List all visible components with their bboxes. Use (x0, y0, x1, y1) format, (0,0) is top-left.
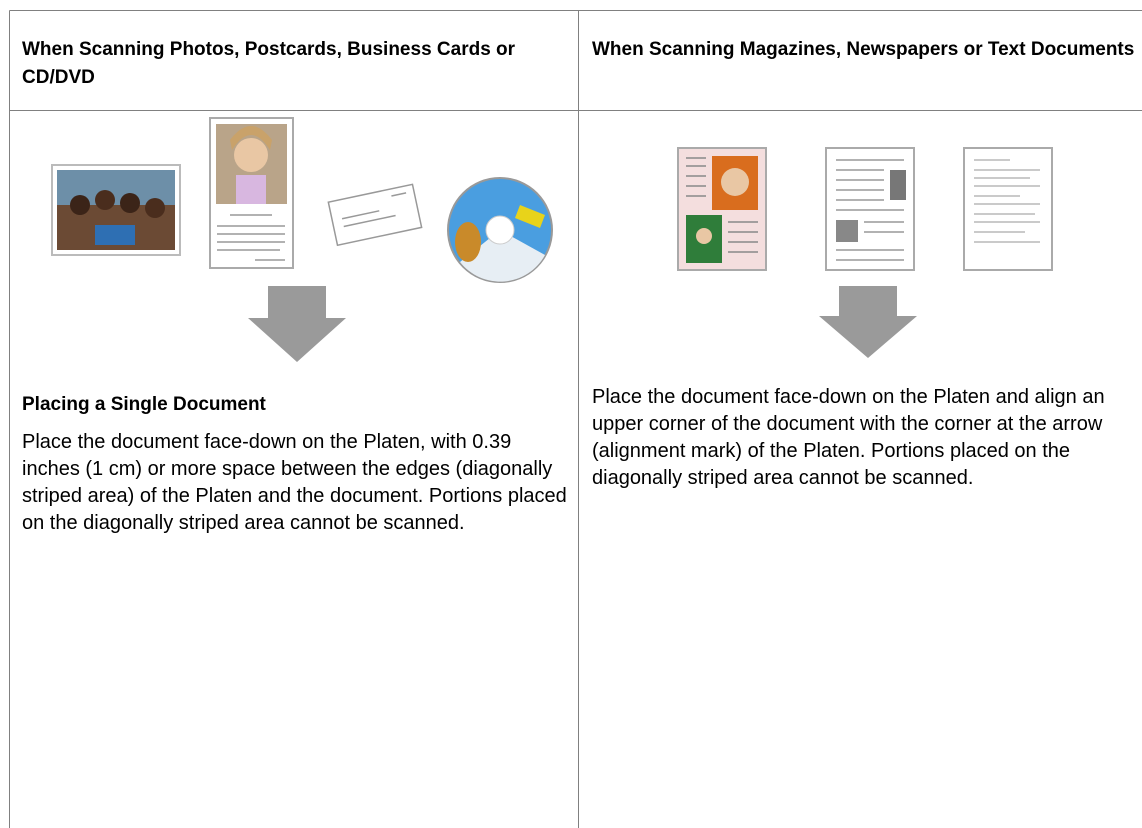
instruction-text: Place the document face-down on the Plat… (592, 386, 1105, 489)
letter-thumbnail (209, 117, 294, 269)
text-document-thumbnail (963, 147, 1053, 271)
newspaper-thumbnail (825, 147, 915, 271)
down-arrow (248, 286, 346, 362)
cd-thumbnail (447, 177, 553, 283)
column-header: When Scanning Photos, Postcards, Busines… (22, 39, 516, 88)
column-header: When Scanning Magazines, Newspapers or T… (592, 39, 1135, 60)
down-arrow (819, 286, 917, 358)
magazine-thumbnail (677, 147, 767, 271)
card-thumbnail (327, 183, 423, 247)
photo-thumbnail (51, 164, 181, 256)
instruction-text: Place the document face-down on the Plat… (22, 431, 567, 534)
section-heading: Placing a Single Document (22, 394, 266, 415)
